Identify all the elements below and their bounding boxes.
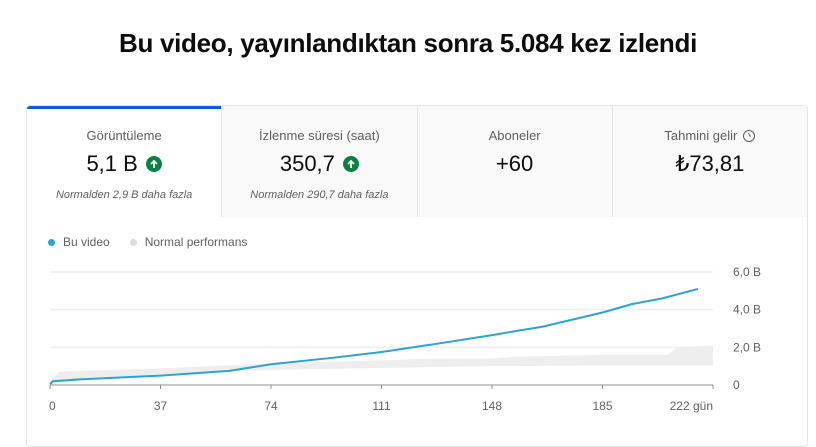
legend-item-normal: Normal performans bbox=[129, 235, 248, 249]
views-chart: 0 2,0 B 4,0 B 6,0 B 0 37 74 111 148 185 222 gün bbox=[49, 265, 761, 413]
tab-watch-time[interactable]: İzlenme süresi (saat) 350,7 Normalden 29… bbox=[221, 106, 417, 217]
x-tick-label: 185 bbox=[592, 399, 612, 413]
x-tick-label: 37 bbox=[154, 399, 168, 413]
tab-label: Görüntüleme bbox=[86, 128, 162, 143]
clock-icon bbox=[743, 129, 756, 142]
x-tick-label: 74 bbox=[264, 399, 278, 413]
tab-subscribers[interactable]: Aboneler +60 bbox=[416, 106, 612, 217]
legend-item-this-video: Bu video bbox=[48, 235, 110, 249]
tab-value: 5,1 B bbox=[86, 151, 138, 176]
x-tick-label: 148 bbox=[482, 399, 502, 413]
x-tick-label: 0 bbox=[49, 399, 56, 413]
y-tick-label: 0 bbox=[733, 378, 740, 392]
y-tick-label: 6,0 B bbox=[733, 265, 761, 279]
tab-value: ₺73,81 bbox=[675, 151, 745, 176]
tab-views[interactable]: Görüntüleme 5,1 B Normalden 2,9 B daha f… bbox=[27, 106, 222, 217]
legend-label: Bu video bbox=[63, 235, 110, 249]
tab-subtext: Normalden 290,7 daha fazla bbox=[250, 189, 389, 201]
tab-label: Aboneler bbox=[488, 128, 541, 143]
tab-label: Tahmini gelir bbox=[664, 128, 738, 143]
tab-subtext: Normalden 2,9 B daha fazla bbox=[55, 189, 193, 201]
arrow-up-icon bbox=[145, 156, 162, 172]
legend-label: Normal performans bbox=[144, 235, 248, 249]
tab-value: 350,7 bbox=[279, 151, 335, 176]
series-line-this-video bbox=[49, 287, 699, 385]
legend-dot bbox=[48, 239, 55, 247]
tab-revenue[interactable]: Tahmini gelir ₺73,81 bbox=[611, 106, 807, 217]
tab-value: +60 bbox=[495, 151, 534, 176]
metric-tabs: Görüntüleme 5,1 B Normalden 2,9 B daha f… bbox=[27, 106, 807, 217]
x-tick-label: 111 bbox=[372, 399, 391, 413]
chart-legend: Bu video Normal performans bbox=[48, 235, 247, 249]
x-tick-label: 222 gün bbox=[670, 399, 713, 413]
y-tick-label: 2,0 B bbox=[733, 340, 761, 354]
page-title: Bu video, yayınlandıktan sonra 5.084 kez… bbox=[118, 28, 698, 58]
y-tick-label: 4,0 B bbox=[733, 303, 761, 317]
normal-performance-band bbox=[50, 345, 713, 385]
tab-label: İzlenme süresi (saat) bbox=[259, 128, 380, 143]
arrow-up-icon bbox=[342, 156, 359, 172]
legend-dot bbox=[129, 239, 137, 247]
analytics-card: Görüntüleme 5,1 B Normalden 2,9 B daha f… bbox=[26, 105, 808, 447]
